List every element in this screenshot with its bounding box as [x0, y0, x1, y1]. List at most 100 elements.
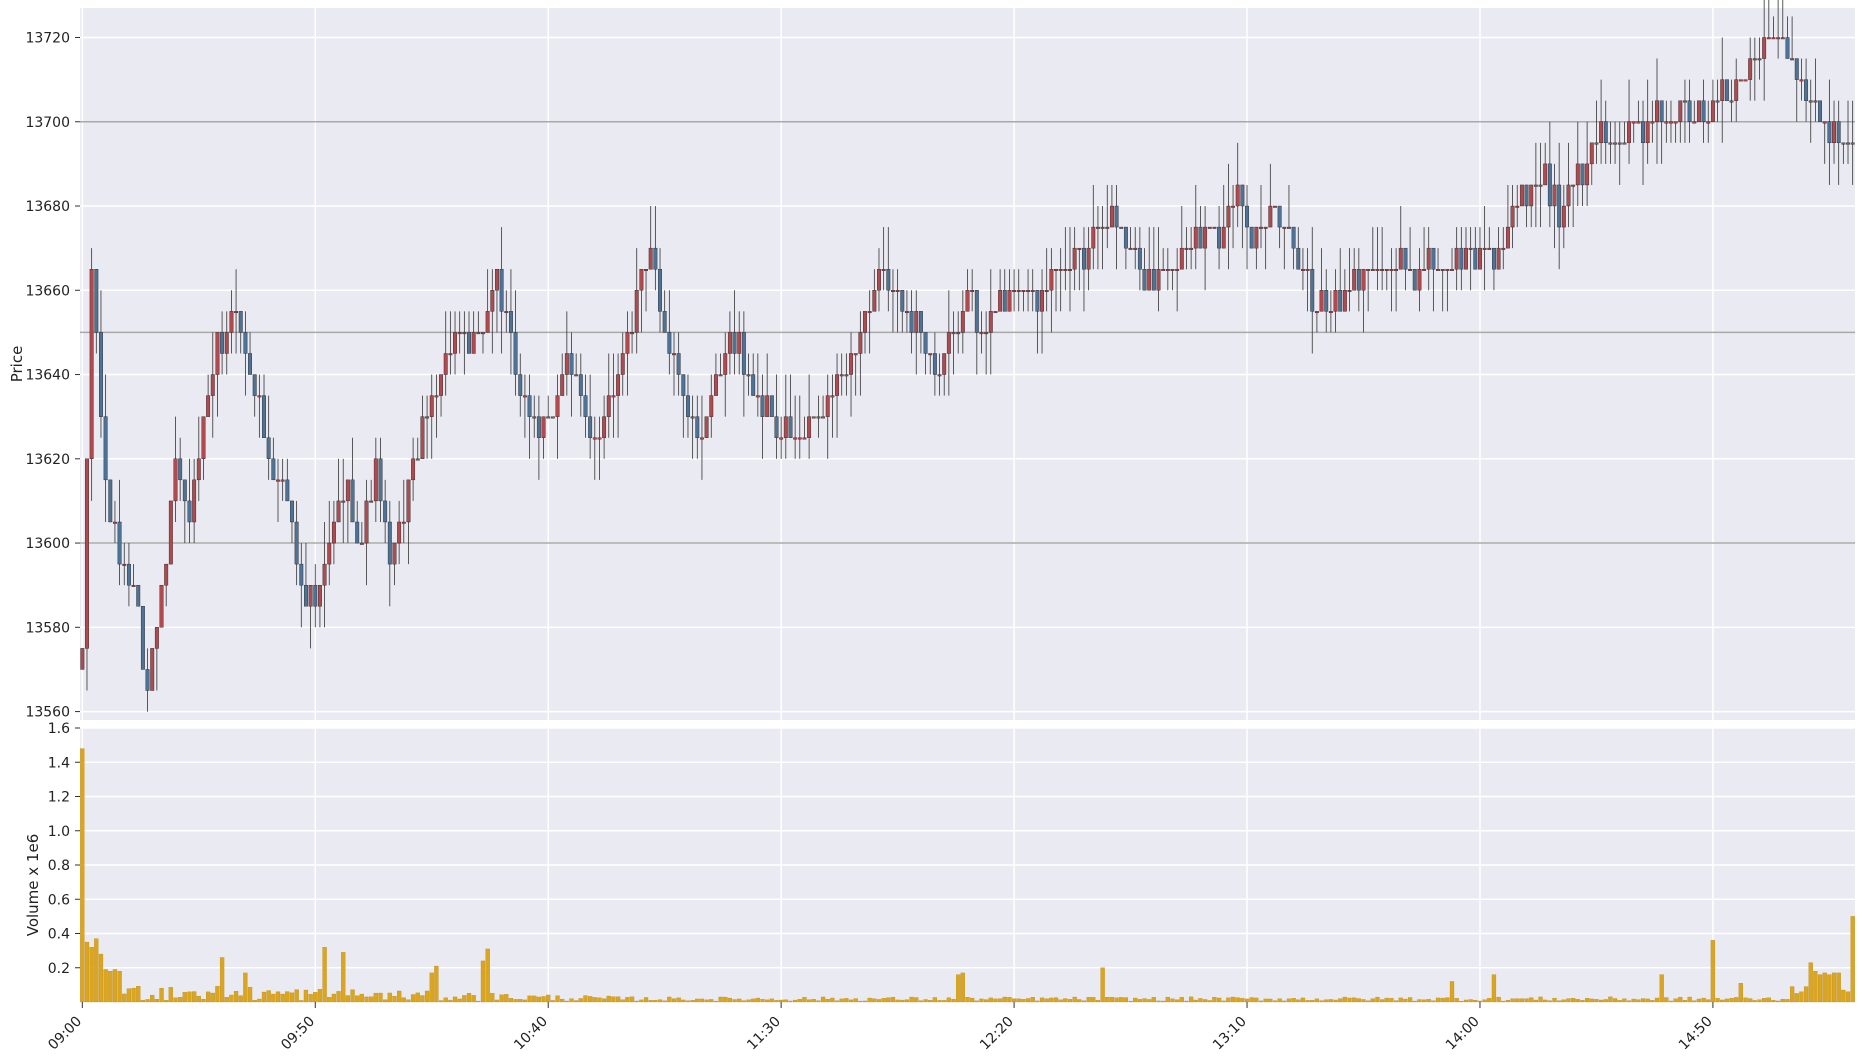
candle [1324, 269, 1329, 333]
price-y-tick-label: 13560 [25, 705, 70, 721]
candle-body-up [858, 332, 863, 354]
candle [1762, 0, 1767, 101]
volume-bar [168, 987, 173, 1003]
volume-bar [816, 1000, 821, 1003]
candle-body-up [550, 416, 555, 419]
candle [364, 479, 369, 586]
candle-body-up [1156, 269, 1161, 291]
candle-body-up [1585, 163, 1590, 186]
candle [350, 437, 355, 523]
volume-bar [1803, 986, 1809, 1003]
price-y-tick-label: 13660 [25, 283, 70, 299]
volume-bar [215, 986, 220, 1003]
candle [1128, 227, 1133, 250]
candle-body-up [672, 353, 676, 356]
candle [1450, 248, 1454, 271]
volume-bar [210, 992, 215, 1003]
candle [1482, 206, 1487, 291]
candle [560, 353, 565, 396]
volume-bar [1161, 1000, 1166, 1003]
candle-body-up [1352, 269, 1357, 291]
volume-bar [1743, 997, 1748, 1003]
candle-body-up [1147, 269, 1152, 291]
candle [1655, 58, 1659, 164]
candle [583, 374, 588, 438]
candle [1426, 227, 1431, 291]
candle-body-up [224, 332, 229, 354]
volume-bar [1044, 998, 1049, 1003]
candle [1431, 247, 1436, 312]
candle [1715, 79, 1720, 122]
candle [1496, 227, 1501, 270]
candle-body-up [210, 374, 215, 396]
candle [727, 311, 732, 375]
candle [532, 395, 537, 438]
volume-bar [401, 997, 406, 1003]
candle [1282, 226, 1287, 270]
candle [476, 311, 481, 335]
candle [150, 648, 155, 691]
volume-bar [900, 999, 905, 1003]
candle [280, 458, 285, 501]
candle-body-up [457, 332, 462, 335]
candle [467, 311, 471, 354]
candle [1314, 311, 1319, 333]
candle-body-up [1030, 290, 1035, 292]
candle [1599, 79, 1604, 164]
candle [932, 332, 937, 396]
candle-body-up [331, 521, 336, 544]
candle [1827, 79, 1832, 185]
volume-bar [1449, 981, 1455, 1003]
candle [1226, 163, 1231, 270]
candle-body-up [471, 332, 476, 354]
candle [159, 584, 164, 628]
candle-body-down [248, 353, 252, 375]
candle-body-up [1790, 58, 1795, 61]
price-y-tick-label: 13620 [25, 452, 70, 468]
candle [443, 311, 448, 396]
volume-bar [145, 999, 150, 1003]
volume-y-tick-label: 1.6 [48, 721, 70, 737]
candle-body-up [928, 353, 933, 356]
volume-bar [732, 999, 737, 1003]
reference-lines [80, 121, 1855, 544]
candle [974, 290, 979, 375]
volume-bar [178, 997, 183, 1003]
candle-body-up [891, 290, 895, 292]
candle-body-up [811, 416, 816, 419]
price-y-tick-label: 13580 [25, 620, 70, 636]
volume-bar [1370, 998, 1375, 1003]
candle [1356, 248, 1361, 312]
volume-bar [406, 999, 411, 1003]
candle [774, 374, 779, 459]
volume-bar [536, 996, 542, 1003]
volume-bar [1692, 1000, 1697, 1003]
volume-bar [946, 997, 951, 1003]
volume-bar [429, 972, 434, 1003]
candle [1422, 227, 1427, 271]
volume-bar [1720, 999, 1725, 1003]
candle [1505, 184, 1510, 249]
candle-body-up [1645, 121, 1650, 144]
candle [1212, 226, 1217, 229]
candle [602, 395, 607, 459]
candle-body-up [746, 374, 751, 377]
candle-body-up [793, 437, 798, 440]
candle [737, 311, 742, 375]
candle-body-up [574, 374, 579, 377]
candle-body-up [1077, 247, 1082, 250]
candle-body-up [1571, 184, 1576, 187]
volume-bar [420, 995, 425, 1003]
candle-body-up [611, 395, 616, 398]
candle-body-down [1356, 269, 1361, 291]
volume-bar [1188, 996, 1194, 1003]
candle-body-down [294, 521, 299, 565]
candle-body-up [411, 458, 416, 481]
candle [294, 500, 299, 586]
volume-bar [392, 995, 397, 1003]
candle [1543, 142, 1548, 186]
volume-bar [1156, 1000, 1161, 1003]
volume-bar [1762, 998, 1767, 1003]
candle [1175, 248, 1180, 312]
